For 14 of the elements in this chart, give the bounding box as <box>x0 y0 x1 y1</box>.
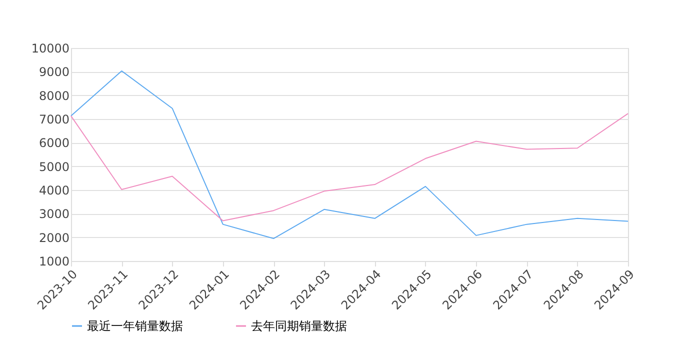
y-tick-label: 8000 <box>38 88 70 103</box>
line-series <box>70 113 628 222</box>
y-tick-label: 4000 <box>38 184 70 198</box>
y-tick-label: 3000 <box>38 207 70 222</box>
y-tick-label: 10000 <box>31 42 70 56</box>
y-tick-label: 6000 <box>38 136 70 150</box>
y-tick-label: 2000 <box>38 230 70 245</box>
legend-label: 去年同期销量数据 <box>251 319 347 333</box>
line-series <box>70 70 628 240</box>
y-tick-label: 9000 <box>38 65 70 80</box>
y-tick-label: 7000 <box>38 112 70 126</box>
y-tick-label: 1000 <box>38 254 70 268</box>
legend-label: 最近一年销量数据 <box>87 319 183 333</box>
y-tick-label: 5000 <box>38 160 70 174</box>
